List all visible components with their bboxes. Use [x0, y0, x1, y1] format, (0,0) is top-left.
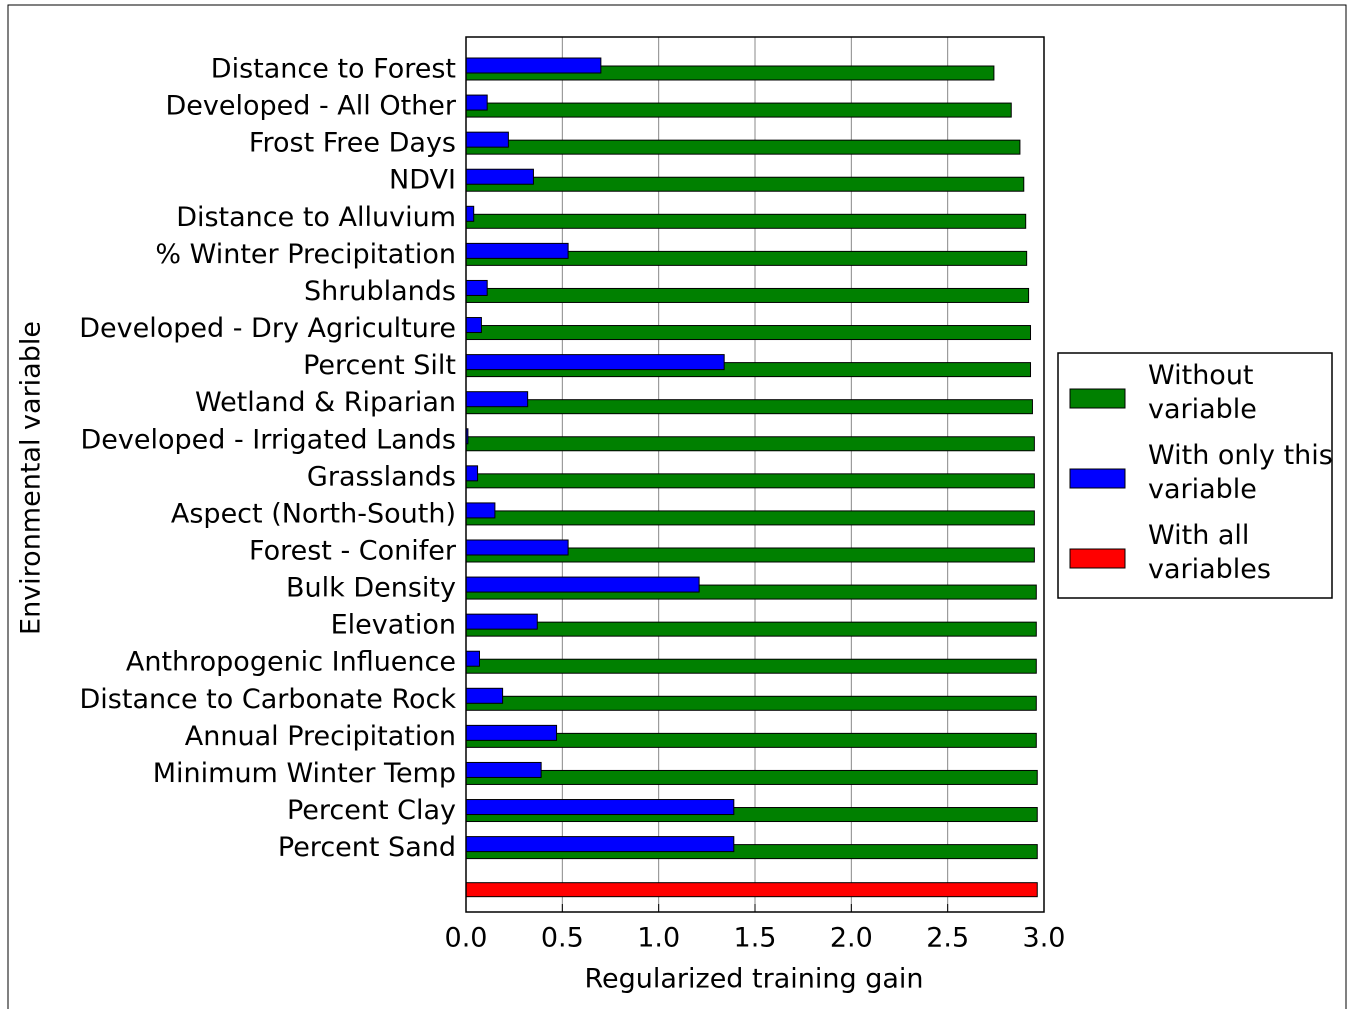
- x-tick-label: 2.0: [830, 923, 873, 954]
- legend-swatch: [1069, 468, 1126, 489]
- bar: [465, 502, 496, 519]
- y-tick-label: Developed - Dry Agriculture: [79, 313, 456, 344]
- plot-frame: [465, 36, 1045, 913]
- bar: [465, 576, 700, 593]
- bar: [465, 613, 538, 630]
- bar: [465, 176, 1025, 192]
- bar: [465, 213, 1027, 229]
- y-tick-label: Grasslands: [307, 461, 456, 492]
- bar: [465, 287, 1030, 303]
- bar: [465, 761, 542, 778]
- x-tick-label: 1.0: [637, 923, 680, 954]
- bar: [465, 57, 602, 74]
- y-tick-label: Forest - Conifer: [249, 535, 457, 566]
- frame: [7, 4, 1347, 1009]
- bar: [465, 658, 1037, 674]
- y-tick-label: Percent Silt: [303, 350, 456, 381]
- bar: [465, 354, 725, 371]
- x-tick-label: 0.5: [541, 923, 584, 954]
- bar: [465, 695, 1037, 711]
- bar: [465, 399, 1033, 415]
- bar: [465, 436, 1035, 452]
- bar: [465, 836, 735, 853]
- y-tick-label: Distance to Carbonate Rock: [80, 684, 457, 715]
- x-tick-label: 2.5: [926, 923, 969, 954]
- x-axis-label: Regularized training gain: [584, 964, 923, 995]
- y-tick-label: Elevation: [331, 610, 456, 641]
- bar: [465, 650, 480, 667]
- y-tick-label: Frost Free Days: [249, 128, 456, 159]
- bar: [465, 325, 1032, 341]
- y-tick-label: Minimum Winter Temp: [153, 758, 456, 789]
- bar: [465, 94, 488, 111]
- y-axis-label: Environmental variable: [16, 321, 47, 635]
- y-tick-label: Annual Precipitation: [185, 721, 456, 752]
- x-tick-label: 0.0: [445, 923, 488, 954]
- bar: [465, 131, 509, 148]
- legend-label: With only this variable: [1148, 440, 1333, 505]
- x-tick-label: 3.0: [1023, 923, 1066, 954]
- y-tick-label: Shrublands: [304, 276, 456, 307]
- bar: [465, 799, 735, 816]
- bar: [465, 242, 569, 259]
- legend-swatch: [1069, 388, 1126, 409]
- bar: [465, 621, 1037, 637]
- legend-label: With all variables: [1148, 520, 1271, 585]
- bar: [465, 317, 482, 334]
- bar: [465, 473, 1035, 489]
- y-tick-label: Distance to Alluvium: [176, 202, 456, 233]
- bar: [465, 465, 479, 482]
- bar: [465, 139, 1021, 155]
- x-tick-label: 1.5: [734, 923, 777, 954]
- y-tick-label: Aspect (North-South): [171, 498, 456, 529]
- bar: [465, 882, 1038, 898]
- bar: [465, 168, 534, 185]
- legend-label: Without variable: [1148, 360, 1257, 425]
- bar: [465, 205, 475, 222]
- y-tick-label: Wetland & Riparian: [195, 387, 456, 418]
- y-tick-label: Distance to Forest: [211, 54, 456, 85]
- y-tick-label: NDVI: [389, 165, 456, 196]
- bar: [465, 687, 504, 704]
- bar: [465, 769, 1038, 785]
- y-tick-label: Anthropogenic Influence: [126, 647, 456, 678]
- y-tick-label: % Winter Precipitation: [155, 239, 456, 270]
- y-tick-label: Developed - All Other: [165, 91, 456, 122]
- bar: [465, 102, 1012, 118]
- y-tick-label: Bulk Density: [286, 573, 456, 604]
- y-tick-label: Developed - Irrigated Lands: [80, 424, 456, 455]
- y-tick-label: Percent Clay: [287, 795, 456, 826]
- bar: [465, 510, 1035, 526]
- bar: [465, 391, 529, 408]
- bar: [465, 279, 488, 296]
- y-tick-label: Percent Sand: [278, 832, 456, 863]
- bar: [465, 724, 558, 741]
- legend-swatch: [1069, 548, 1126, 569]
- bar: [465, 539, 569, 556]
